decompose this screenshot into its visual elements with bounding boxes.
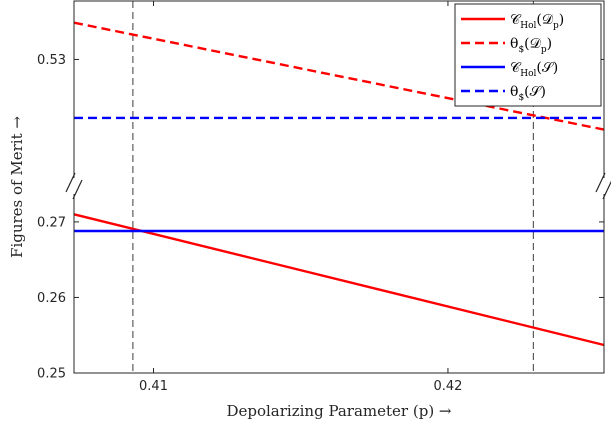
y-tick-labels: 0.53 0.25 0.26 0.27 bbox=[37, 53, 604, 382]
axis-break-mark-1b bbox=[72, 179, 83, 200]
y-tick-label-lower-3: 0.27 bbox=[37, 215, 66, 230]
legend-label-cs: 𝒞Hol(𝒮) bbox=[510, 60, 558, 79]
y-tick-label-upper-1: 0.53 bbox=[37, 53, 66, 68]
y-tick-label-lower-2: 0.26 bbox=[37, 291, 66, 306]
plot-area: 0.41 0.42 0.53 0.25 0.26 0.27 𝒞Hol(𝒟p) θ$(𝒟p)… bbox=[37, 0, 611, 394]
axis-break-gap-1 bbox=[64, 178, 84, 194]
legend-box bbox=[454, 3, 602, 107]
axis-break-mark-2a bbox=[595, 172, 606, 193]
series-line-tdp bbox=[73, 21, 605, 131]
x-axis-label: Depolarizing Parameter (p) → bbox=[226, 402, 451, 420]
series-line-cdp bbox=[73, 213, 605, 347]
legend-label-cdp: 𝒞Hol(𝒟p) bbox=[510, 12, 564, 31]
legend-label-tdp: θ$(𝒟p) bbox=[510, 36, 552, 55]
x-tick-label-2: 0.42 bbox=[433, 379, 462, 394]
x-tick-label-1: 0.41 bbox=[139, 379, 168, 394]
x-tick-labels: 0.41 0.42 bbox=[139, 1, 462, 394]
legend-label-ts: θ$(𝒮) bbox=[510, 84, 546, 103]
axis-break-mark-1a bbox=[65, 172, 76, 193]
legend: 𝒞Hol(𝒟p) θ$(𝒟p) 𝒞Hol(𝒮) θ$(𝒮) bbox=[454, 3, 602, 107]
axes bbox=[64, 0, 611, 374]
y-axis-label: Figures of Merit → bbox=[8, 116, 26, 258]
series-lines bbox=[73, 21, 605, 347]
y-tick-label-lower-1: 0.25 bbox=[37, 367, 66, 382]
